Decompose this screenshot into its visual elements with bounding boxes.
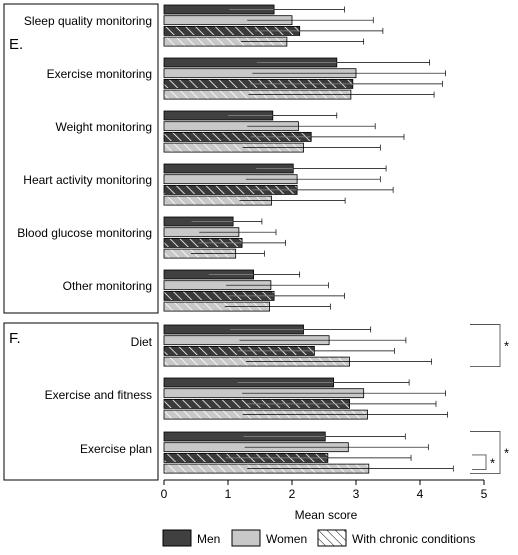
legend-swatch: [231, 529, 261, 547]
bars-layer: [163, 4, 454, 474]
category-label: Sleep quality monitoring: [24, 14, 152, 28]
category-label: Exercise and fitness: [45, 388, 152, 402]
legend-swatch: [162, 529, 192, 547]
category-label: Exercise monitoring: [47, 67, 152, 81]
panel-label-box: [3, 3, 159, 314]
x-tick-label: 2: [289, 487, 296, 501]
panel-label-box: [3, 322, 159, 481]
significance-star: *: [490, 455, 495, 470]
panel-letter: E.: [9, 36, 23, 53]
x-tick-label: 5: [481, 487, 488, 501]
x-tick-label: 0: [161, 487, 168, 501]
legend-swatch: [317, 529, 347, 547]
x-axis: 0 1 2 3 4 5 Mean score: [161, 479, 488, 522]
x-tick-label: 1: [225, 487, 232, 501]
significance-bracket: [472, 454, 487, 471]
category-label: Diet: [131, 335, 153, 349]
significance-layer: * * *: [470, 324, 509, 475]
significance-bracket: [470, 431, 501, 475]
category-label: Exercise plan: [80, 442, 152, 456]
legend-label: Women: [266, 532, 307, 546]
panels-layer: E.Sleep quality monitoring Exercise monit…: [3, 3, 159, 481]
category-label: Weight monitoring: [56, 120, 153, 134]
legend-label: With chronic conditions: [352, 532, 475, 546]
x-tick-label: 4: [417, 487, 424, 501]
legend-label: Men: [197, 532, 220, 546]
category-label: Other monitoring: [63, 279, 152, 293]
legend: Men Women With chronic conditions: [162, 529, 475, 547]
category-label: Blood glucose monitoring: [17, 226, 152, 240]
significance-star: *: [504, 339, 509, 354]
significance-star: *: [504, 446, 509, 461]
category-label: Heart activity monitoring: [23, 173, 152, 187]
significance-bracket: [470, 324, 501, 368]
panel-letter: F.: [9, 330, 21, 347]
x-tick-label: 3: [353, 487, 360, 501]
x-axis-title: Mean score: [295, 508, 358, 522]
